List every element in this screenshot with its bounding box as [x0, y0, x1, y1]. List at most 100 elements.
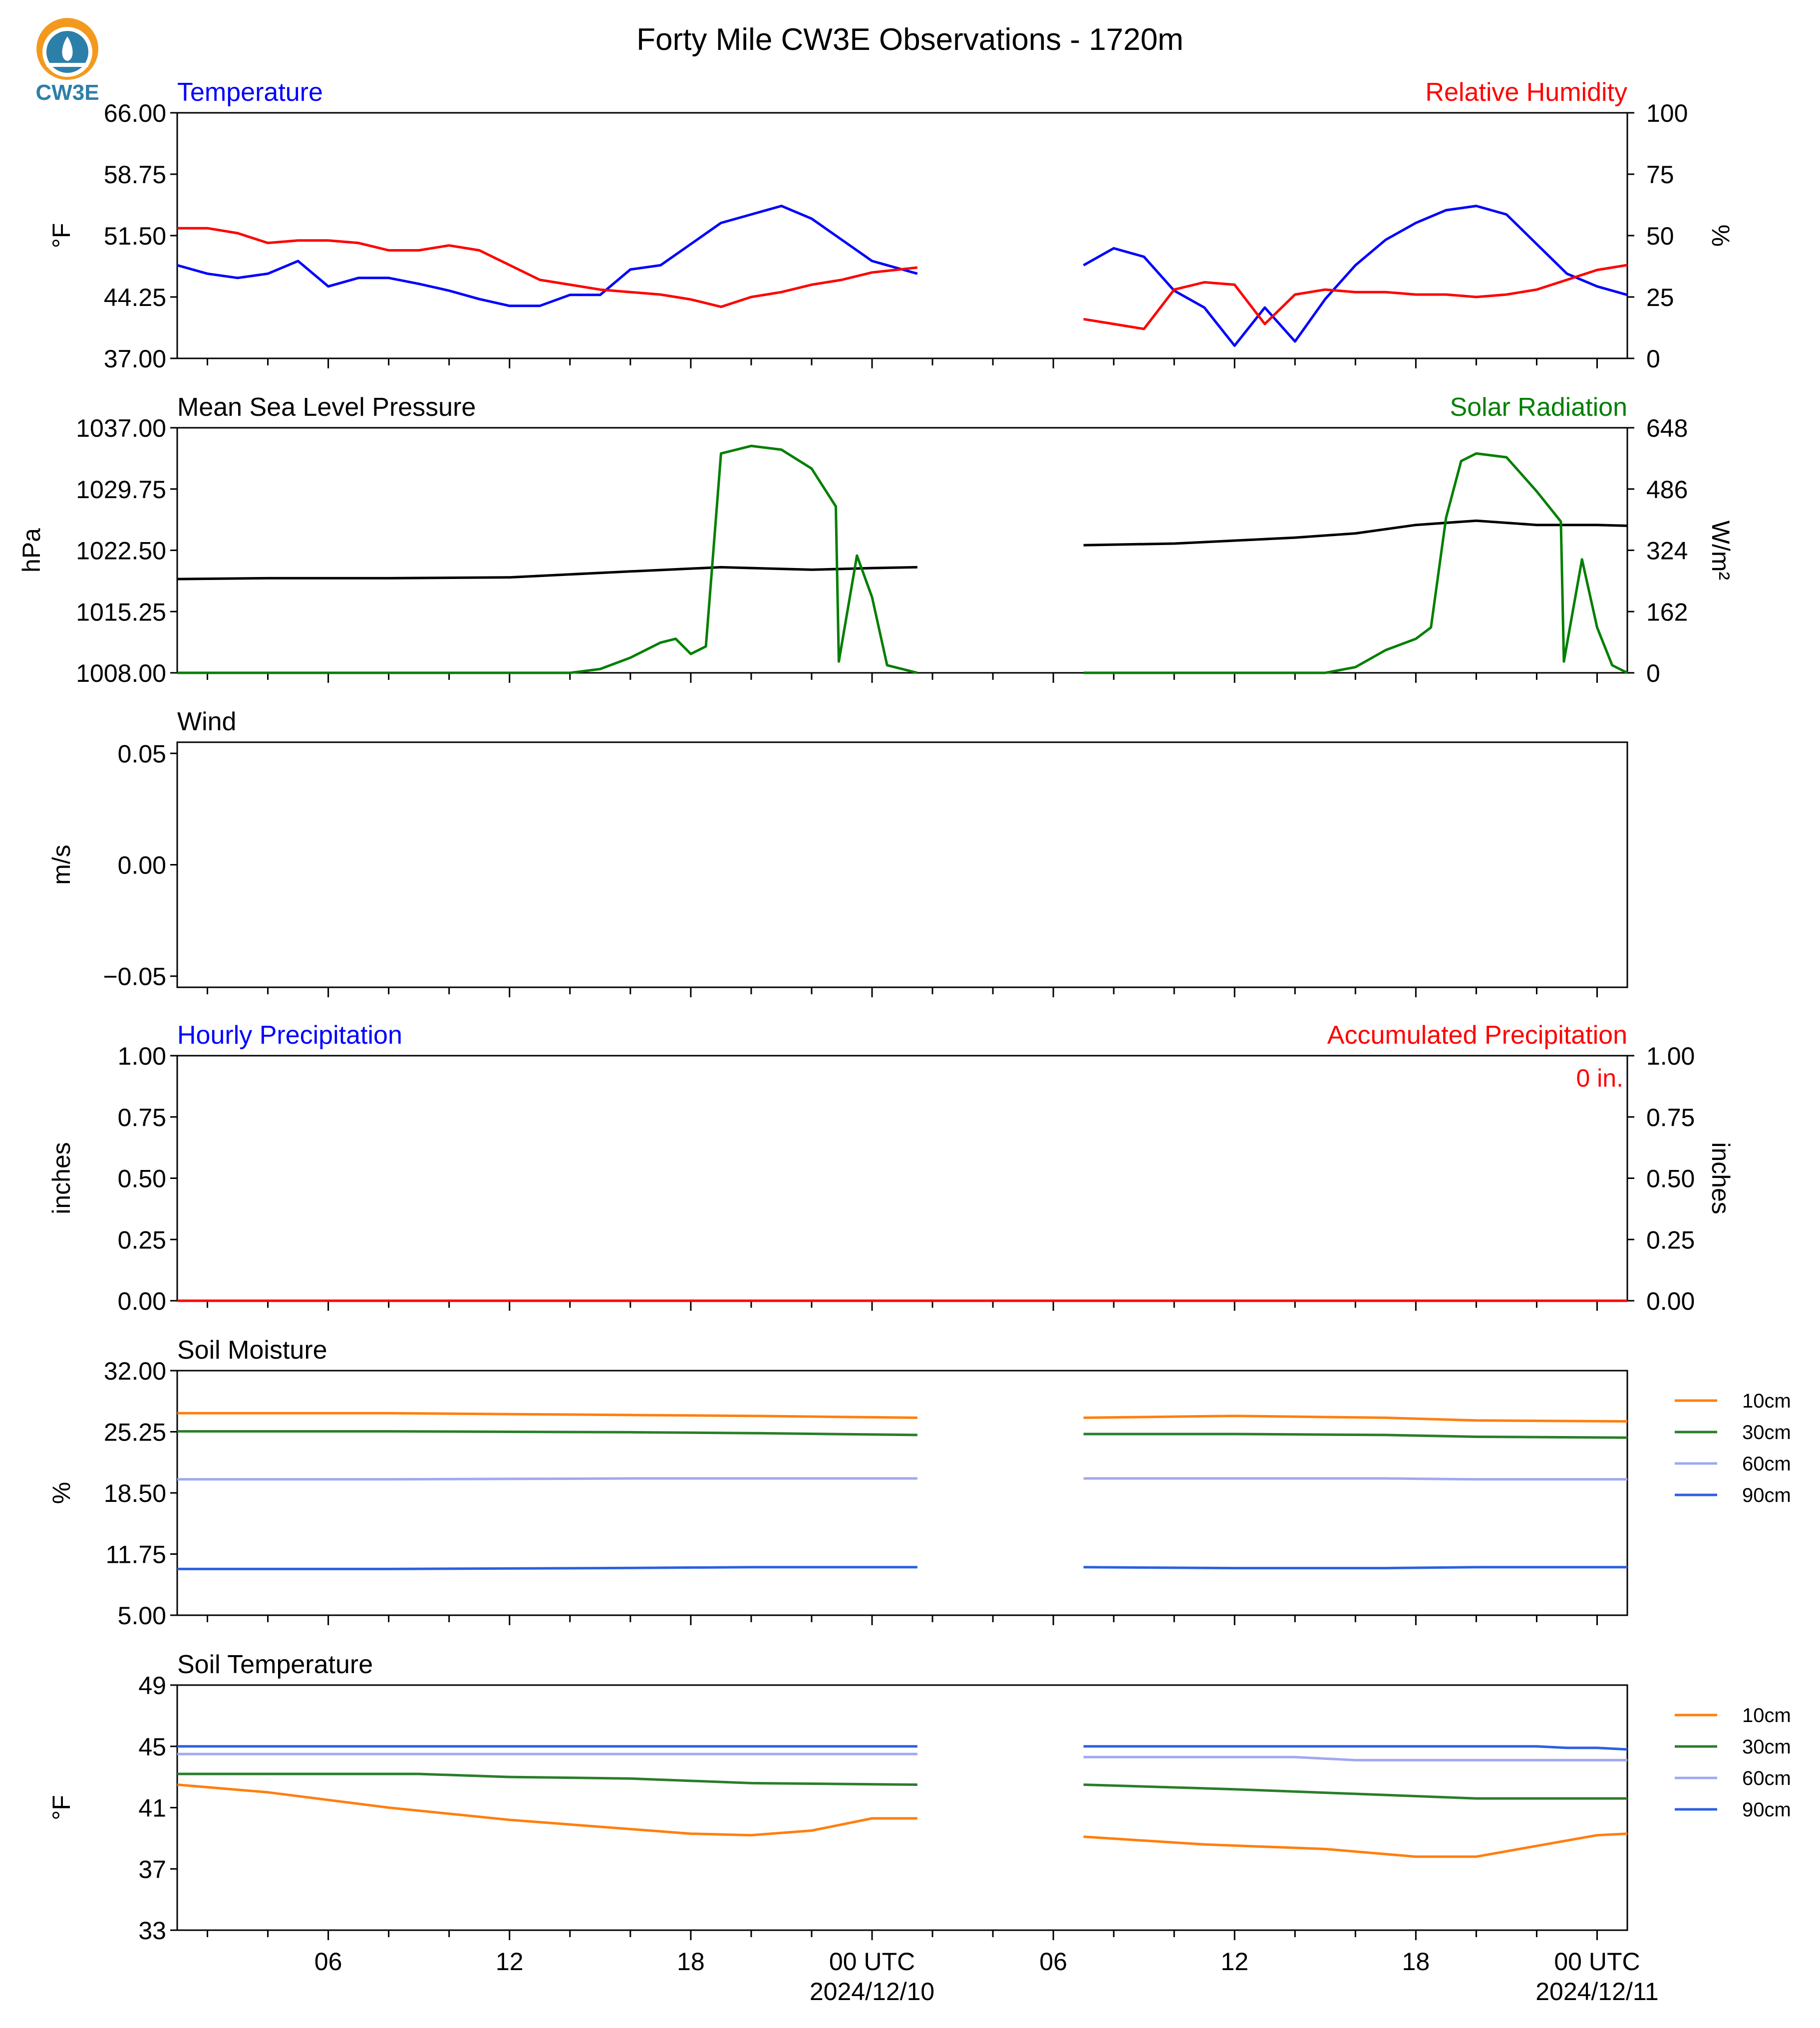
accum-annotation: 0 in.	[1576, 1064, 1623, 1092]
left-tick-label-pressure-1: 1015.25	[76, 598, 166, 626]
panel-title-temperature: Temperature	[177, 78, 323, 107]
x-tick-label-7: 00 UTC	[1554, 1948, 1640, 1976]
series-line-temperature-1	[177, 227, 1628, 330]
left-tick-label-soil_temp-1: 37	[138, 1855, 166, 1883]
logo-text: CW3E	[35, 80, 99, 104]
left-tick-label-wind-1: 0.00	[118, 852, 166, 879]
series-line-temperature-0	[177, 205, 1628, 347]
x-tick-label-6: 18	[1402, 1948, 1430, 1976]
series-line-pressure-0	[177, 519, 1628, 580]
left-tick-label-soil_temp-0: 33	[138, 1917, 166, 1945]
left-tick-label-temperature-1: 44.25	[104, 284, 166, 311]
plot-frame-pressure	[176, 427, 1628, 674]
legend-label-soil_temp-2: 60cm	[1742, 1767, 1791, 1789]
right-tick-label-pressure-4: 648	[1646, 414, 1688, 442]
series-line-soil_moisture-0	[177, 1412, 1628, 1423]
left-tick-label-precip-2: 0.50	[118, 1165, 166, 1193]
panels: Temperature Relative Humidity 37.00 44.25 51…	[17, 78, 1791, 2006]
panel-title-soil_moisture: Soil Moisture	[177, 1336, 327, 1365]
left-tick-label-precip-1: 0.25	[118, 1226, 166, 1254]
series-line-soil_moisture-2	[177, 1477, 1627, 1481]
series-line-soil_temp-0	[177, 1783, 1628, 1858]
series-line-soil_temp-2	[177, 1752, 1627, 1761]
right-tick-label-temperature-0: 0	[1646, 345, 1660, 373]
panel-title-precip: Hourly Precipitation	[177, 1021, 402, 1050]
x-tick-label-5: 12	[1220, 1948, 1248, 1976]
legend-label-soil_moisture-2: 60cm	[1742, 1453, 1791, 1475]
right-tick-label-pressure-3: 486	[1646, 476, 1688, 504]
logo-wave	[46, 63, 88, 67]
right-tick-label-precip-0: 0.00	[1646, 1287, 1695, 1315]
left-ylabel-precip: inches	[47, 1142, 75, 1214]
right-tick-label-temperature-2: 50	[1646, 222, 1674, 250]
x-date-label-1: 2024/12/11	[1535, 1978, 1659, 2006]
logo-drop-icon	[62, 36, 73, 61]
left-tick-label-precip-3: 0.75	[118, 1104, 166, 1132]
left-tick-label-precip-4: 1.00	[118, 1042, 166, 1070]
x-tick-label-4: 06	[1039, 1948, 1067, 1976]
right-tick-label-pressure-2: 324	[1646, 537, 1688, 565]
left-ylabel-soil_moisture: %	[47, 1482, 75, 1504]
legend-label-soil_moisture-3: 90cm	[1742, 1484, 1791, 1506]
x-date-label-0: 2024/12/10	[810, 1978, 934, 2006]
right-tick-label-precip-1: 0.25	[1646, 1226, 1695, 1254]
panel-right-title-pressure: Solar Radiation	[1450, 393, 1627, 422]
left-tick-label-pressure-3: 1029.75	[76, 476, 166, 504]
panel-right-title-temperature: Relative Humidity	[1425, 78, 1627, 107]
left-tick-label-soil_moisture-4: 32.00	[104, 1357, 166, 1385]
panel-title-soil_temp: Soil Temperature	[177, 1650, 373, 1679]
series-line-soil_moisture-1	[177, 1430, 1628, 1439]
left-tick-label-pressure-0: 1008.00	[76, 659, 166, 687]
panel-right-title-precip: Accumulated Precipitation	[1327, 1021, 1627, 1050]
right-tick-label-temperature-3: 75	[1646, 161, 1674, 189]
plot-frame-soil_moisture	[176, 1370, 1628, 1616]
legend-label-soil_temp-3: 90cm	[1742, 1799, 1791, 1821]
series-line-soil_temp-3	[177, 1745, 1628, 1751]
left-tick-label-soil_moisture-1: 11.75	[106, 1541, 166, 1569]
series-line-soil_temp-1	[177, 1772, 1627, 1800]
left-tick-label-temperature-2: 51.50	[104, 222, 166, 250]
left-tick-label-pressure-2: 1022.50	[76, 537, 166, 565]
panel-title-pressure: Mean Sea Level Pressure	[177, 393, 476, 422]
left-ylabel-soil_temp: °F	[47, 1795, 75, 1820]
series-line-pressure-1	[177, 444, 1628, 674]
plot-frame-precip	[176, 1055, 1628, 1302]
right-tick-label-temperature-1: 25	[1646, 284, 1674, 311]
left-ylabel-wind: m/s	[47, 845, 75, 885]
left-tick-label-soil_moisture-0: 5.00	[118, 1602, 166, 1630]
figure-title: Forty Mile CW3E Observations - 1720m	[636, 22, 1184, 57]
left-ylabel-pressure: hPa	[17, 528, 45, 573]
left-tick-label-wind-0: −0.05	[103, 963, 166, 991]
left-tick-label-soil_temp-4: 49	[138, 1672, 166, 1700]
legend-label-soil_moisture-0: 10cm	[1742, 1390, 1791, 1412]
right-tick-label-pressure-0: 0	[1646, 659, 1660, 687]
left-tick-label-temperature-0: 37.00	[104, 345, 166, 373]
right-tick-label-precip-3: 0.75	[1646, 1104, 1695, 1132]
left-tick-label-pressure-4: 1037.00	[76, 414, 166, 442]
left-tick-label-soil_temp-3: 45	[138, 1733, 166, 1761]
x-tick-label-2: 18	[677, 1948, 705, 1976]
right-tick-label-precip-4: 1.00	[1646, 1042, 1695, 1070]
legend-label-soil_moisture-1: 30cm	[1742, 1422, 1791, 1444]
plot-frame-temperature	[176, 112, 1628, 359]
x-tick-label-1: 12	[496, 1948, 524, 1976]
legend-label-soil_temp-1: 30cm	[1742, 1736, 1791, 1758]
panel-title-wind: Wind	[177, 707, 236, 736]
left-ylabel-temperature: °F	[47, 223, 75, 249]
left-tick-label-soil_moisture-2: 18.50	[104, 1479, 166, 1507]
right-tick-label-pressure-1: 162	[1646, 598, 1688, 626]
left-tick-label-temperature-4: 66.00	[104, 99, 166, 127]
cw3e-logo: CW3E	[30, 14, 105, 105]
legend-label-soil_temp-0: 10cm	[1742, 1705, 1791, 1727]
x-tick-label-3: 00 UTC	[829, 1948, 915, 1976]
plot-frame-wind	[176, 741, 1628, 988]
right-tick-label-precip-2: 0.50	[1646, 1165, 1695, 1193]
series-line-soil_moisture-3	[177, 1566, 1627, 1570]
left-tick-label-soil_temp-2: 41	[138, 1794, 166, 1822]
x-tick-label-0: 06	[314, 1948, 342, 1976]
left-tick-label-temperature-3: 58.75	[104, 161, 166, 189]
right-ylabel-precip: inches	[1707, 1142, 1735, 1214]
left-tick-label-precip-0: 0.00	[118, 1287, 166, 1315]
right-ylabel-temperature: %	[1707, 225, 1735, 247]
